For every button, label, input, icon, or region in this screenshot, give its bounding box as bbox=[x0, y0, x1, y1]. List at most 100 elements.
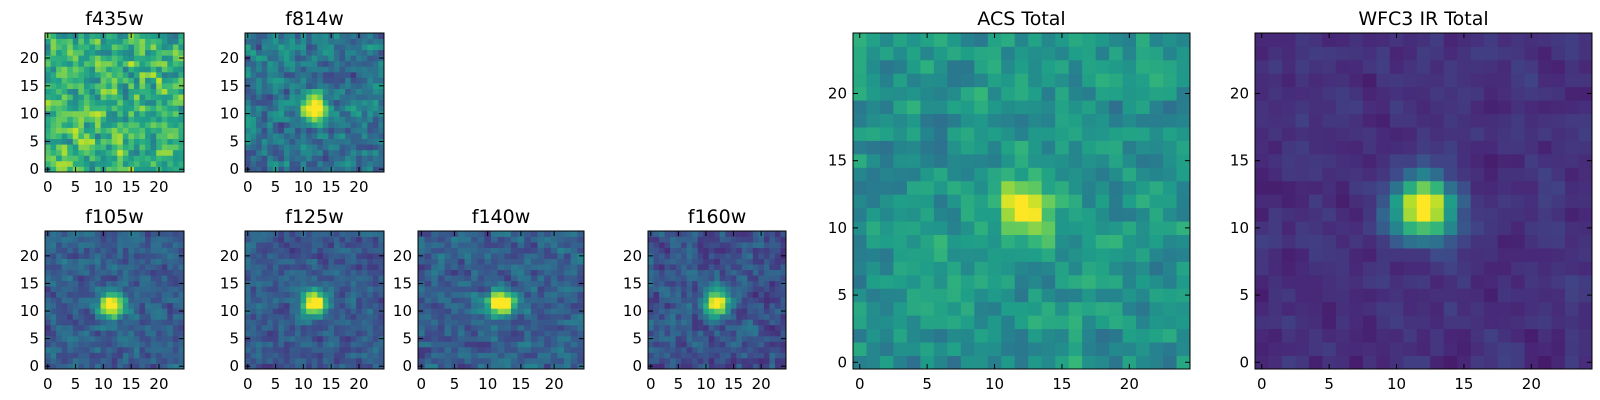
heatmap-cell bbox=[457, 302, 465, 309]
heatmap-cell bbox=[372, 357, 379, 364]
heatmap-cell bbox=[1538, 328, 1552, 343]
heatmap-cell bbox=[89, 121, 96, 128]
heatmap-cell bbox=[1403, 248, 1418, 262]
heatmap-cell bbox=[653, 308, 660, 315]
heatmap-cell bbox=[987, 234, 1002, 249]
heatmap-cell bbox=[1457, 248, 1472, 262]
heatmap-cell bbox=[267, 155, 274, 162]
y-tick-label: 10 bbox=[623, 302, 642, 320]
heatmap-cell bbox=[167, 308, 174, 315]
heatmap-cell bbox=[1055, 180, 1070, 195]
heatmap-cell bbox=[780, 236, 787, 243]
heatmap-cell bbox=[1176, 59, 1191, 74]
heatmap-cell bbox=[372, 341, 379, 348]
heatmap-cell bbox=[289, 319, 296, 326]
heatmap-cell bbox=[167, 149, 174, 156]
heatmap-cell bbox=[345, 341, 352, 348]
heatmap-cell bbox=[477, 341, 485, 348]
heatmap-cell bbox=[741, 297, 748, 304]
heatmap-cell bbox=[752, 324, 759, 331]
heatmap-cell bbox=[328, 88, 335, 95]
panel-title: f105w bbox=[85, 206, 144, 228]
heatmap-cell bbox=[283, 346, 290, 353]
heatmap-cell bbox=[339, 144, 346, 151]
heatmap-cell bbox=[117, 357, 124, 364]
heatmap-cell bbox=[708, 253, 715, 259]
heatmap-cell bbox=[1335, 248, 1350, 262]
heatmap-cell bbox=[758, 258, 765, 265]
heatmap-cell bbox=[570, 319, 578, 326]
heatmap-cell bbox=[72, 308, 79, 315]
heatmap-cell bbox=[504, 269, 512, 276]
heatmap-cell bbox=[853, 342, 867, 356]
heatmap-cell bbox=[1484, 328, 1499, 343]
heatmap-cell bbox=[61, 66, 68, 73]
heatmap-cell bbox=[1122, 248, 1137, 262]
heatmap-cell bbox=[853, 248, 867, 262]
heatmap-cell bbox=[550, 335, 558, 342]
heatmap-cell bbox=[686, 357, 693, 364]
heatmap-cell bbox=[741, 308, 748, 315]
heatmap-cell bbox=[167, 55, 174, 62]
heatmap-cell bbox=[692, 330, 699, 337]
heatmap-cell bbox=[150, 357, 157, 364]
heatmap-cell bbox=[719, 231, 726, 237]
heatmap-cell bbox=[89, 324, 96, 331]
heatmap-cell bbox=[311, 313, 318, 320]
heatmap-cell bbox=[339, 77, 346, 84]
heatmap-cell bbox=[879, 288, 894, 303]
heatmap-cell bbox=[256, 116, 263, 123]
heatmap-cell bbox=[960, 113, 975, 128]
heatmap-cell bbox=[418, 275, 426, 282]
heatmap-cell bbox=[128, 258, 135, 265]
heatmap-cell bbox=[172, 247, 179, 254]
x-tick-label: 0 bbox=[43, 178, 53, 196]
heatmap-cell bbox=[150, 330, 157, 337]
heatmap-cell bbox=[111, 88, 118, 95]
heatmap-cell bbox=[278, 264, 285, 271]
heatmap-cell bbox=[56, 341, 63, 348]
heatmap-cell bbox=[328, 269, 335, 276]
heatmap-cell bbox=[457, 253, 465, 259]
heatmap-cell bbox=[283, 258, 290, 265]
heatmap-cell bbox=[544, 242, 552, 248]
heatmap-cell bbox=[372, 44, 379, 51]
heatmap-cell bbox=[1176, 167, 1191, 182]
heatmap-cell bbox=[987, 315, 1002, 330]
heatmap-cell bbox=[1055, 355, 1070, 370]
heatmap-cell bbox=[295, 127, 301, 134]
heatmap-cell bbox=[167, 105, 174, 112]
heatmap-cell bbox=[339, 302, 346, 309]
heatmap-cell bbox=[89, 88, 96, 95]
heatmap-cell bbox=[250, 33, 257, 39]
heatmap-cell bbox=[1136, 248, 1150, 262]
heatmap-cell bbox=[283, 133, 290, 140]
heatmap-cell bbox=[361, 88, 368, 95]
heatmap-cell bbox=[50, 44, 57, 51]
heatmap-cell bbox=[491, 324, 499, 331]
heatmap-cell bbox=[1014, 127, 1029, 141]
heatmap-cell bbox=[128, 138, 135, 145]
heatmap-cell bbox=[510, 302, 518, 309]
heatmap-cell bbox=[1457, 288, 1472, 303]
heatmap-cell bbox=[987, 261, 1002, 276]
heatmap-cell bbox=[893, 180, 908, 195]
heatmap-cell bbox=[1524, 274, 1539, 289]
heatmap-cell bbox=[178, 264, 185, 271]
x-tick-label: 15 bbox=[122, 375, 141, 393]
heatmap-cell bbox=[497, 330, 505, 337]
heatmap-cell bbox=[974, 73, 989, 88]
heatmap-cell bbox=[145, 308, 152, 315]
heatmap-cell bbox=[106, 133, 113, 140]
heatmap-cell bbox=[1524, 328, 1539, 343]
heatmap-cell bbox=[866, 234, 881, 249]
heatmap-cell bbox=[289, 155, 296, 162]
heatmap-cell bbox=[577, 247, 585, 254]
heatmap-cell bbox=[1014, 328, 1029, 343]
heatmap-cell bbox=[1538, 194, 1552, 209]
heatmap-cell bbox=[67, 166, 74, 173]
heatmap-cell bbox=[960, 207, 975, 222]
heatmap-cell bbox=[267, 286, 274, 293]
heatmap-cell bbox=[372, 49, 379, 56]
